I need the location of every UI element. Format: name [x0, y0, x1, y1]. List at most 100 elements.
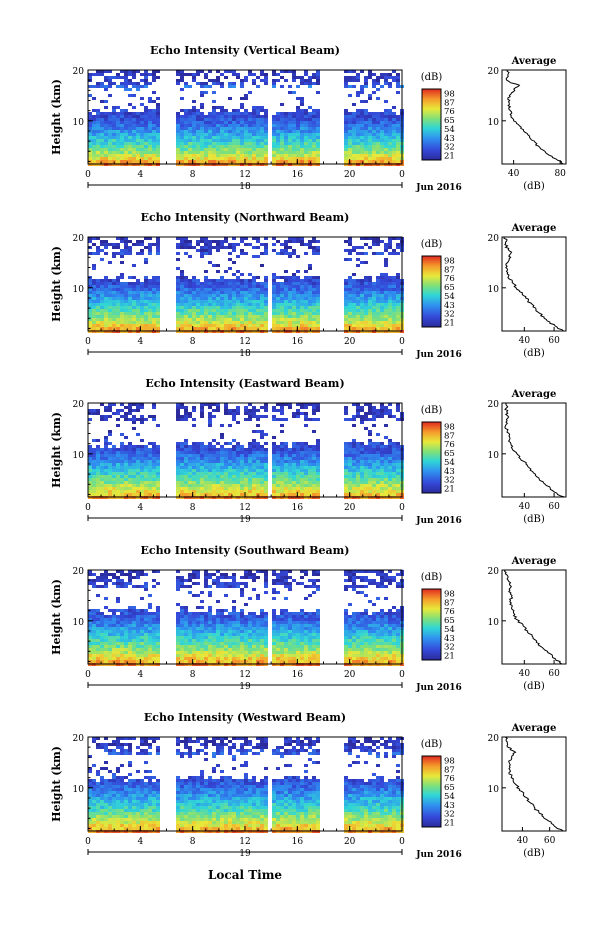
heatmap-cell	[92, 639, 96, 642]
heatmap-cell	[92, 85, 96, 88]
heatmap-cell	[108, 70, 112, 73]
heatmap-cell	[256, 136, 260, 139]
heatmap-cell	[88, 130, 92, 133]
heatmap-cell	[252, 139, 256, 142]
heatmap-cell	[316, 109, 320, 112]
heatmap-cell	[216, 145, 220, 148]
heatmap-cell	[284, 403, 288, 406]
heatmap-cell	[252, 487, 256, 490]
heatmap-cell	[196, 451, 200, 454]
heatmap-cell	[276, 294, 280, 297]
heatmap-cell	[108, 157, 112, 160]
heatmap-cell	[348, 291, 352, 294]
heatmap-cell	[256, 294, 260, 297]
heatmap-cell	[260, 285, 264, 288]
heatmap-cell	[356, 154, 360, 157]
heatmap-cell	[104, 124, 108, 127]
heatmap-cell	[208, 130, 212, 133]
heatmap-cell	[276, 291, 280, 294]
heatmap-cell	[136, 294, 140, 297]
heatmap-cell	[92, 612, 96, 615]
heatmap-cell	[128, 240, 132, 243]
heatmap-cell	[292, 160, 296, 163]
heatmap-cell	[296, 237, 300, 240]
heatmap-cell	[220, 112, 224, 115]
heatmap-cell	[96, 291, 100, 294]
heatmap-cell	[248, 457, 252, 460]
heatmap-cell	[108, 490, 112, 493]
heatmap-cell	[220, 306, 224, 309]
heatmap-cell	[256, 300, 260, 303]
heatmap-cell	[144, 490, 148, 493]
heatmap-cell	[388, 493, 392, 496]
heatmap-cell	[224, 124, 228, 127]
heatmap-cell	[312, 276, 316, 279]
heatmap-cell	[108, 279, 112, 282]
heatmap-cell	[308, 267, 312, 270]
heatmap-cell	[200, 288, 204, 291]
heatmap-cell	[264, 79, 268, 82]
heatmap-cell	[244, 130, 248, 133]
heatmap-cell	[196, 318, 200, 321]
heatmap-cell	[112, 148, 116, 151]
heatmap-cell	[264, 157, 268, 160]
heatmap-cell	[348, 318, 352, 321]
heatmap-cell	[312, 249, 316, 252]
heatmap-cell	[388, 324, 392, 327]
heatmap-cell	[176, 312, 180, 315]
heatmap-cell	[372, 312, 376, 315]
heatmap-cell	[196, 279, 200, 282]
heatmap-cell	[392, 315, 396, 318]
heatmap-cell	[124, 294, 128, 297]
heatmap-cell	[96, 609, 100, 612]
heatmap-cell	[248, 460, 252, 463]
heatmap-cell	[108, 82, 112, 85]
heatmap-cell	[200, 303, 204, 306]
heatmap-cell	[368, 237, 372, 240]
heatmap-cell	[192, 121, 196, 124]
colorbar-tick-label: 76	[444, 107, 455, 117]
heatmap-cell	[252, 409, 256, 412]
heatmap-cell	[204, 142, 208, 145]
heatmap-cell	[144, 457, 148, 460]
heatmap-cell	[248, 136, 252, 139]
heatmap-cell	[300, 454, 304, 457]
heatmap-cell	[376, 297, 380, 300]
heatmap-cell	[344, 490, 348, 493]
heatmap-cell	[260, 109, 264, 112]
heatmap-cell	[316, 300, 320, 303]
heatmap-cell	[344, 240, 348, 243]
heatmap-cell	[364, 415, 368, 418]
heatmap-cell	[388, 240, 392, 243]
heatmap-cell	[352, 273, 356, 276]
heatmap-cell	[152, 142, 156, 145]
heatmap-cell	[156, 454, 160, 457]
heatmap-cell	[96, 127, 100, 130]
heatmap-cell	[264, 288, 268, 291]
heatmap-cell	[292, 490, 296, 493]
y-tick-label: 10	[73, 451, 85, 461]
heatmap-cell	[148, 124, 152, 127]
heatmap-cell	[300, 469, 304, 472]
heatmap-cell	[176, 151, 180, 154]
heatmap-cell	[288, 285, 292, 288]
colorbar-unit: (dB)	[421, 239, 443, 250]
heatmap-cell	[152, 154, 156, 157]
heatmap-cell	[396, 448, 400, 451]
heatmap-cell	[260, 472, 264, 475]
heatmap-cell	[92, 130, 96, 133]
heatmap-cell	[144, 291, 148, 294]
heatmap-cell	[316, 121, 320, 124]
heatmap-cell	[240, 133, 244, 136]
heatmap-cell	[356, 312, 360, 315]
heatmap-cell	[352, 312, 356, 315]
heatmap-cell	[252, 118, 256, 121]
heatmap-cell	[112, 403, 116, 406]
heatmap-cell	[100, 573, 104, 576]
heatmap-cell	[368, 285, 372, 288]
heatmap-cell	[308, 85, 312, 88]
heatmap-cell	[124, 318, 128, 321]
chart-panel-2: Echo Intensity (Eastward Beam)1020Height…	[50, 377, 567, 526]
heatmap-cell	[88, 73, 92, 76]
heatmap-cell	[156, 484, 160, 487]
